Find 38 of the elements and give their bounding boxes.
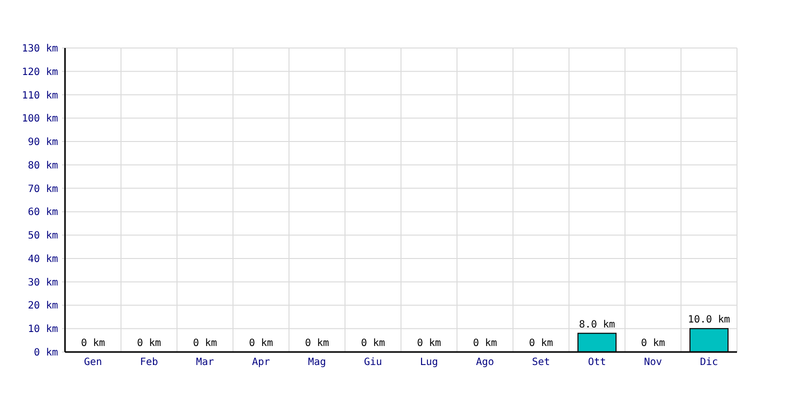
y-tick-label: 60 km: [28, 207, 58, 218]
x-tick-label: Apr: [252, 357, 270, 368]
x-tick-label: Ott: [588, 357, 606, 368]
y-tick-label: 110 km: [22, 90, 58, 102]
data-label: 8.0 km: [578, 319, 616, 330]
x-tick-label: Feb: [140, 357, 158, 368]
y-tick-label: 40 km: [28, 254, 58, 265]
x-tick-label: Set: [532, 357, 550, 368]
x-tick-label: Giu: [364, 357, 382, 368]
data-label: 0 km: [136, 338, 162, 349]
x-tick-label: Lug: [420, 357, 438, 368]
y-tick-label: 120 km: [22, 66, 58, 78]
y-tick-label: 0 km: [34, 348, 58, 358]
data-label: 0 km: [640, 338, 666, 349]
y-tick-label: 30 km: [28, 277, 58, 288]
data-label: 0 km: [528, 338, 554, 349]
data-label: 0 km: [192, 338, 218, 349]
x-tick-label: Dic: [700, 357, 718, 368]
y-tick-label: 10 km: [28, 324, 58, 336]
data-label: 0 km: [472, 338, 498, 349]
x-tick-label: Ago: [476, 357, 494, 368]
x-tick-label: Nov: [644, 357, 662, 368]
data-label: 0 km: [248, 338, 274, 349]
data-label: 0 km: [304, 338, 330, 349]
y-tick-label: 20 km: [28, 300, 58, 312]
x-tick-label: Mag: [308, 357, 326, 368]
data-label: 0 km: [360, 338, 386, 349]
y-tick-label: 100 km: [22, 114, 58, 125]
y-tick-label: 50 km: [28, 230, 58, 242]
data-label: 10.0 km: [688, 314, 730, 326]
y-tick-label: 90 km: [28, 137, 58, 148]
y-tick-label: 130 km: [22, 44, 58, 54]
x-tick-label: Gen: [84, 357, 102, 368]
data-label: 0 km: [416, 338, 442, 349]
y-tick-label: 80 km: [28, 160, 58, 172]
x-tick-label: Mar: [196, 357, 214, 368]
data-label: 0 km: [80, 338, 106, 349]
y-tick-label: 70 km: [28, 184, 58, 195]
